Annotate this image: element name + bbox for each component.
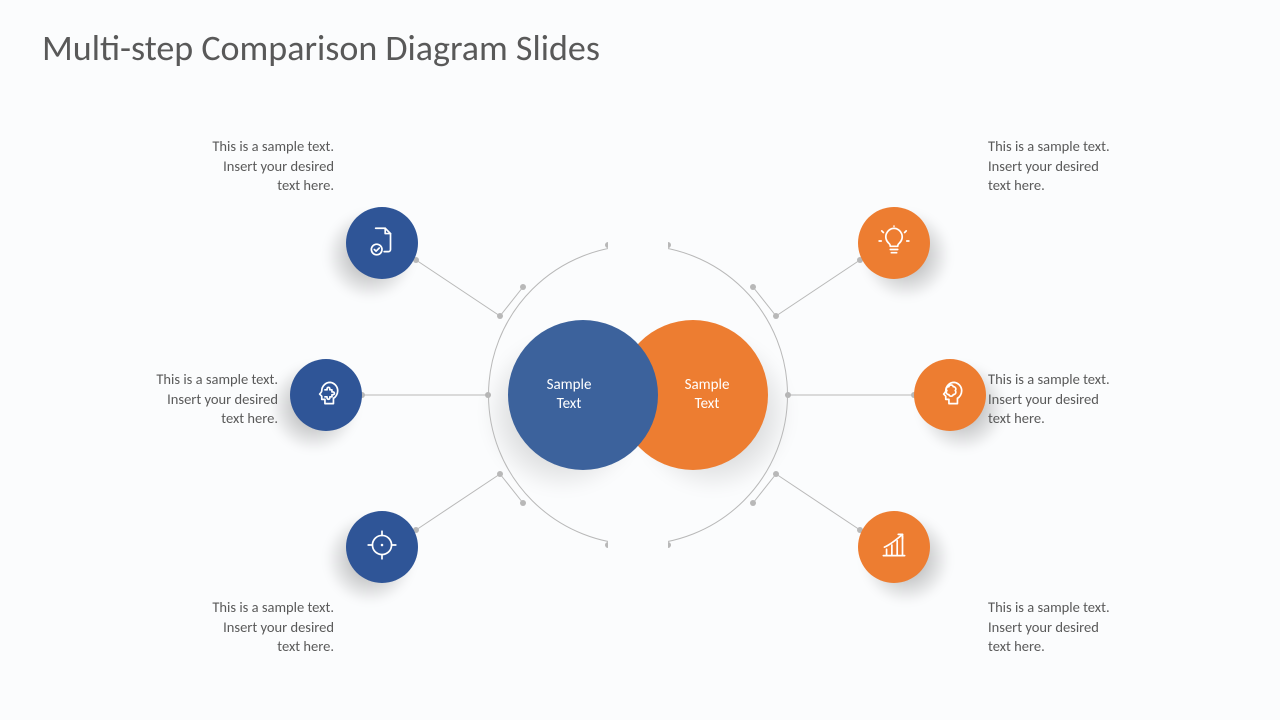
node-target [346, 511, 418, 583]
document-check-icon [365, 224, 399, 263]
node-chart-text: This is a sample text.Insert your desire… [988, 598, 1178, 657]
node-target-text: This is a sample text.Insert your desire… [144, 598, 334, 657]
node-doc [346, 207, 418, 279]
node-head [290, 359, 362, 431]
center-left-label: SampleText [547, 376, 592, 415]
node-bulb-text: This is a sample text.Insert your desire… [988, 137, 1178, 196]
growth-chart-icon [877, 528, 911, 567]
node-bulb [858, 207, 930, 279]
head-puzzle-icon [309, 376, 343, 415]
arc-gap-bottom [608, 539, 668, 551]
lightbulb-icon [877, 224, 911, 263]
node-brain [914, 359, 986, 431]
node-brain-text: This is a sample text.Insert your desire… [988, 370, 1178, 429]
center-right-label: SampleText [685, 376, 730, 415]
comparison-diagram: SampleText SampleText This is a sample t… [0, 0, 1280, 720]
node-head-text: This is a sample text.Insert your desire… [88, 370, 278, 429]
head-brain-icon [933, 376, 967, 415]
center-left-circle: SampleText [508, 320, 658, 470]
arc-gap-top [608, 239, 668, 251]
node-chart [858, 511, 930, 583]
target-icon [365, 528, 399, 567]
node-doc-text: This is a sample text.Insert your desire… [144, 137, 334, 196]
